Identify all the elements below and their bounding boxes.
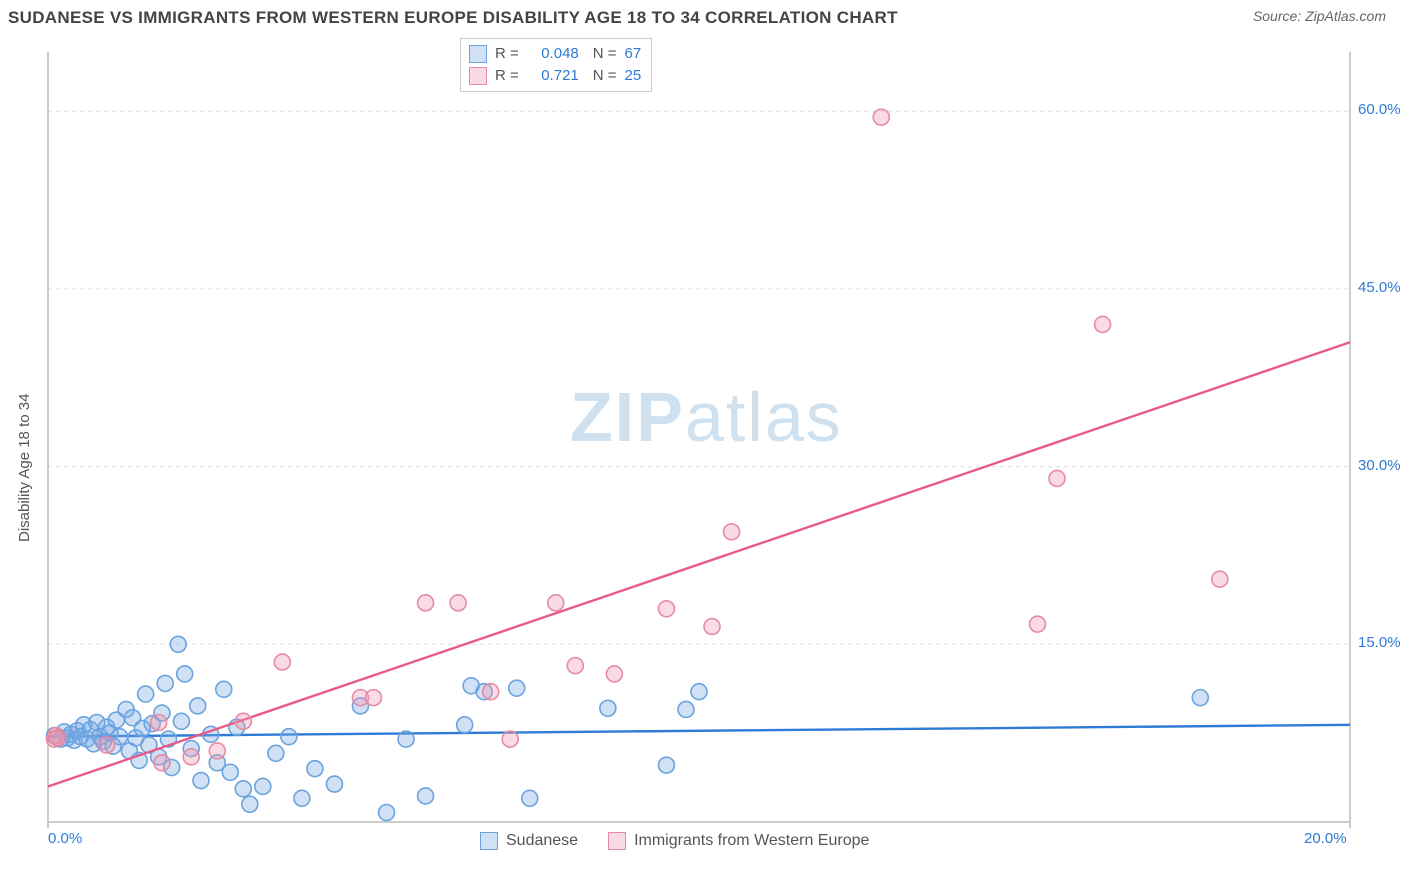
x-tick-label: 20.0% (1304, 830, 1347, 847)
series-legend-label: Sudanese (506, 832, 578, 850)
legend-swatch-icon (608, 832, 626, 850)
r-label: R = (495, 65, 519, 87)
y-tick-label: 30.0% (1358, 457, 1401, 474)
scatter-chart (0, 32, 1406, 892)
source-prefix: Source: (1253, 8, 1305, 24)
x-tick-label: 0.0% (48, 830, 82, 847)
legend-swatch-icon (480, 832, 498, 850)
chart-container: ZIPatlas R =0.048N = 67R =0.721N = 25 Di… (0, 32, 1406, 892)
n-label: N = (593, 43, 617, 65)
y-axis-label: Disability Age 18 to 34 (16, 394, 33, 542)
r-label: R = (495, 43, 519, 65)
series-legend-item-sudanese: Sudanese (480, 832, 578, 850)
y-tick-label: 60.0% (1358, 101, 1401, 118)
y-tick-label: 45.0% (1358, 279, 1401, 296)
n-label: N = (593, 65, 617, 87)
source-attribution: Source: ZipAtlas.com (1253, 8, 1386, 26)
y-tick-label: 15.0% (1358, 634, 1401, 651)
legend-row-sudanese: R = 0.048 N = 67 (469, 43, 641, 65)
legend-row-western_europe: R = 0.721 N = 25 (469, 65, 641, 87)
n-value: 25 (625, 65, 642, 87)
page-title: SUDANESE VS IMMIGRANTS FROM WESTERN EURO… (8, 8, 898, 28)
legend-swatch-icon (469, 67, 487, 85)
r-value: 0.721 (527, 65, 579, 87)
series-legend: Sudanese Immigrants from Western Europe (480, 832, 869, 850)
legend-swatch-icon (469, 45, 487, 63)
n-value: 67 (625, 43, 642, 65)
series-legend-item-western_europe: Immigrants from Western Europe (608, 832, 869, 850)
r-value: 0.048 (527, 43, 579, 65)
source-name: ZipAtlas.com (1305, 8, 1386, 24)
correlation-legend: R = 0.048 N = 67 R = 0.721 N = 25 (460, 38, 652, 92)
series-legend-label: Immigrants from Western Europe (634, 832, 869, 850)
